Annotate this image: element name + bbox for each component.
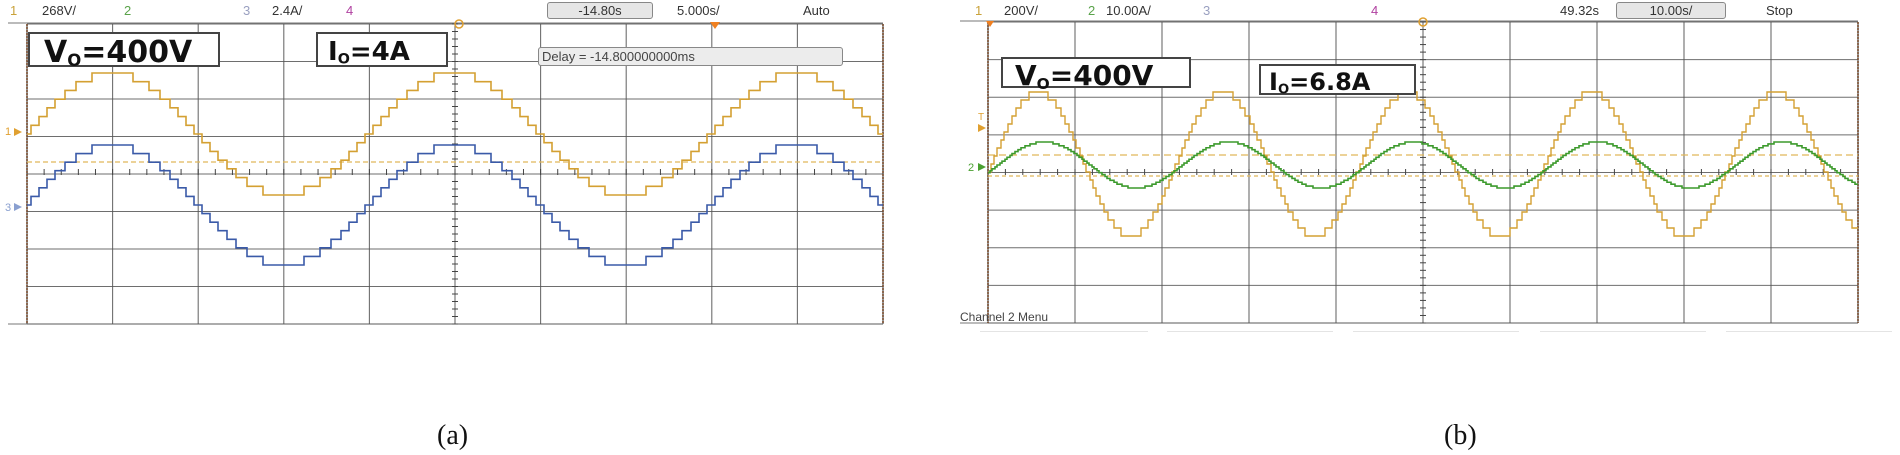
time-reference-icon	[710, 22, 720, 29]
ch2-indicator[interactable]: 2	[124, 3, 132, 18]
ch1-scale: 200V/	[1004, 3, 1038, 18]
ch2-marker-label: 2	[968, 162, 974, 174]
run-state: Stop	[1766, 3, 1793, 18]
ch3-scale: 2.4A/	[272, 3, 303, 18]
trigger-position-icon	[454, 19, 464, 29]
ch1-indicator[interactable]: 1	[10, 3, 18, 18]
io-annotation: IO=6.8A	[1259, 64, 1416, 96]
current-trace	[988, 141, 1858, 189]
ch4-indicator[interactable]: 4	[1371, 3, 1379, 18]
ch2-scale: 10.00A/	[1106, 3, 1151, 18]
time-reference-icon	[986, 21, 994, 27]
ch3-ground-marker-icon	[14, 203, 22, 211]
ch4-indicator[interactable]: 4	[346, 3, 354, 18]
softkey-4[interactable]	[1540, 331, 1706, 332]
softkey-2[interactable]	[1167, 331, 1333, 332]
softkey-3[interactable]	[1353, 331, 1519, 332]
time-position: 49.32s	[1560, 3, 1600, 18]
scope-panel-b: 1 200V/ 2 10.00A/ 3 4 49.32s 10.00s/ Sto…	[960, 0, 1900, 455]
current-trace	[27, 144, 883, 266]
delay-pill[interactable]: -14.80s	[547, 2, 653, 19]
trigger-level-marker-icon	[978, 124, 986, 132]
scope-panel-a: 1 268V/ 2 3 2.4A/ 4 -14.80s 5.000s/ Auto…	[5, 2, 884, 451]
timebase-pill[interactable]: 10.00s/	[1616, 2, 1726, 19]
ch3-marker-label: 3	[5, 202, 11, 214]
timebase-readout: 5.000s/	[677, 3, 720, 18]
ch1-marker-label: 1	[5, 126, 11, 138]
delay-readout: Delay = -14.800000000ms	[538, 47, 843, 66]
voltage-trace	[988, 91, 1858, 237]
voltage-trace	[27, 72, 883, 196]
vo-annotation: VO=400V	[28, 32, 220, 69]
channel-menu-label: Channel 2 Menu	[960, 310, 1049, 324]
ch3-indicator[interactable]: 3	[243, 3, 251, 18]
softkey-5[interactable]	[1726, 331, 1892, 332]
ch1-scale: 268V/	[42, 3, 76, 18]
caption-b: (b)	[1444, 420, 1477, 451]
trigger-position-icon	[1418, 17, 1428, 27]
caption-a: (a)	[437, 420, 469, 451]
vo-annotation: VO=400V	[1001, 57, 1191, 92]
ch1-indicator[interactable]: 1	[975, 3, 983, 18]
ch2-ground-marker-icon	[978, 163, 986, 171]
softkey-1[interactable]	[980, 331, 1148, 332]
scope-screen-a: 13	[5, 19, 884, 325]
ch2-indicator[interactable]: 2	[1088, 3, 1096, 18]
ch3-indicator[interactable]: 3	[1203, 3, 1211, 18]
ch1-ground-marker-icon	[14, 128, 22, 136]
io-annotation: IO=4A	[316, 32, 448, 67]
trigger-marker-label: T	[978, 112, 984, 123]
trigger-mode: Auto	[803, 3, 830, 18]
